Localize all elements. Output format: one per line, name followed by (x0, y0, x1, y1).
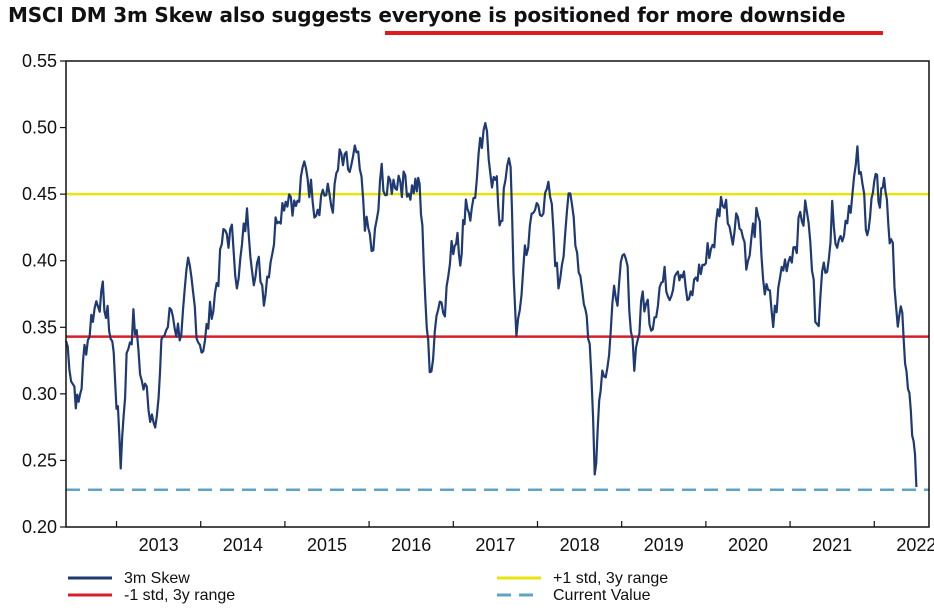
y-tick-label: 0.55 (22, 51, 57, 71)
x-tick-label: 2022 (896, 535, 934, 555)
x-tick-label: 2018 (560, 535, 600, 555)
y-tick-label: 0.30 (22, 384, 57, 404)
x-axis: 2013 2014 2015 2016 2017 2018 2019 2020 2021 2022 (115, 521, 934, 555)
legend-label: +1 std, 3y range (553, 570, 668, 587)
title-emphasis: everyone is positioned for more downside (378, 3, 846, 27)
chart-title: MSCI DM 3m Skew also suggests everyone i… (8, 3, 846, 27)
y-tick-label: 0.45 (22, 184, 57, 204)
x-tick-label: 2014 (223, 535, 263, 555)
x-tick-label: 2017 (475, 535, 515, 555)
legend-label: -1 std, 3y range (124, 587, 235, 604)
x-tick-label: 2019 (644, 535, 684, 555)
y-tick-label: 0.25 (22, 450, 57, 470)
y-tick-label: 0.35 (22, 317, 57, 337)
skew-line (64, 122, 918, 488)
x-tick-label: 2013 (139, 535, 179, 555)
x-tick-label: 2015 (307, 535, 347, 555)
plot-frame (65, 60, 930, 528)
legend-label: 3m Skew (124, 570, 190, 587)
y-tick-label: 0.50 (22, 118, 57, 138)
skew-series (64, 122, 918, 488)
legend-label: Current Value (553, 587, 651, 604)
x-tick-label: 2016 (391, 535, 431, 555)
y-axis: 0.20 0.25 0.30 0.35 0.40 0.45 0.50 0.55 (22, 51, 66, 537)
x-tick-label: 2020 (728, 535, 768, 555)
title-prefix: MSCI DM 3m Skew also suggests (8, 3, 379, 27)
y-tick-label: 0.40 (22, 251, 57, 271)
reference-lines (66, 192, 929, 491)
y-tick-label: 0.20 (22, 517, 57, 537)
x-tick-label: 2021 (812, 535, 852, 555)
legend: 3m Skew-1 std, 3y range +1 std, 3y rangeC… (68, 570, 668, 604)
title-underline (385, 31, 883, 35)
